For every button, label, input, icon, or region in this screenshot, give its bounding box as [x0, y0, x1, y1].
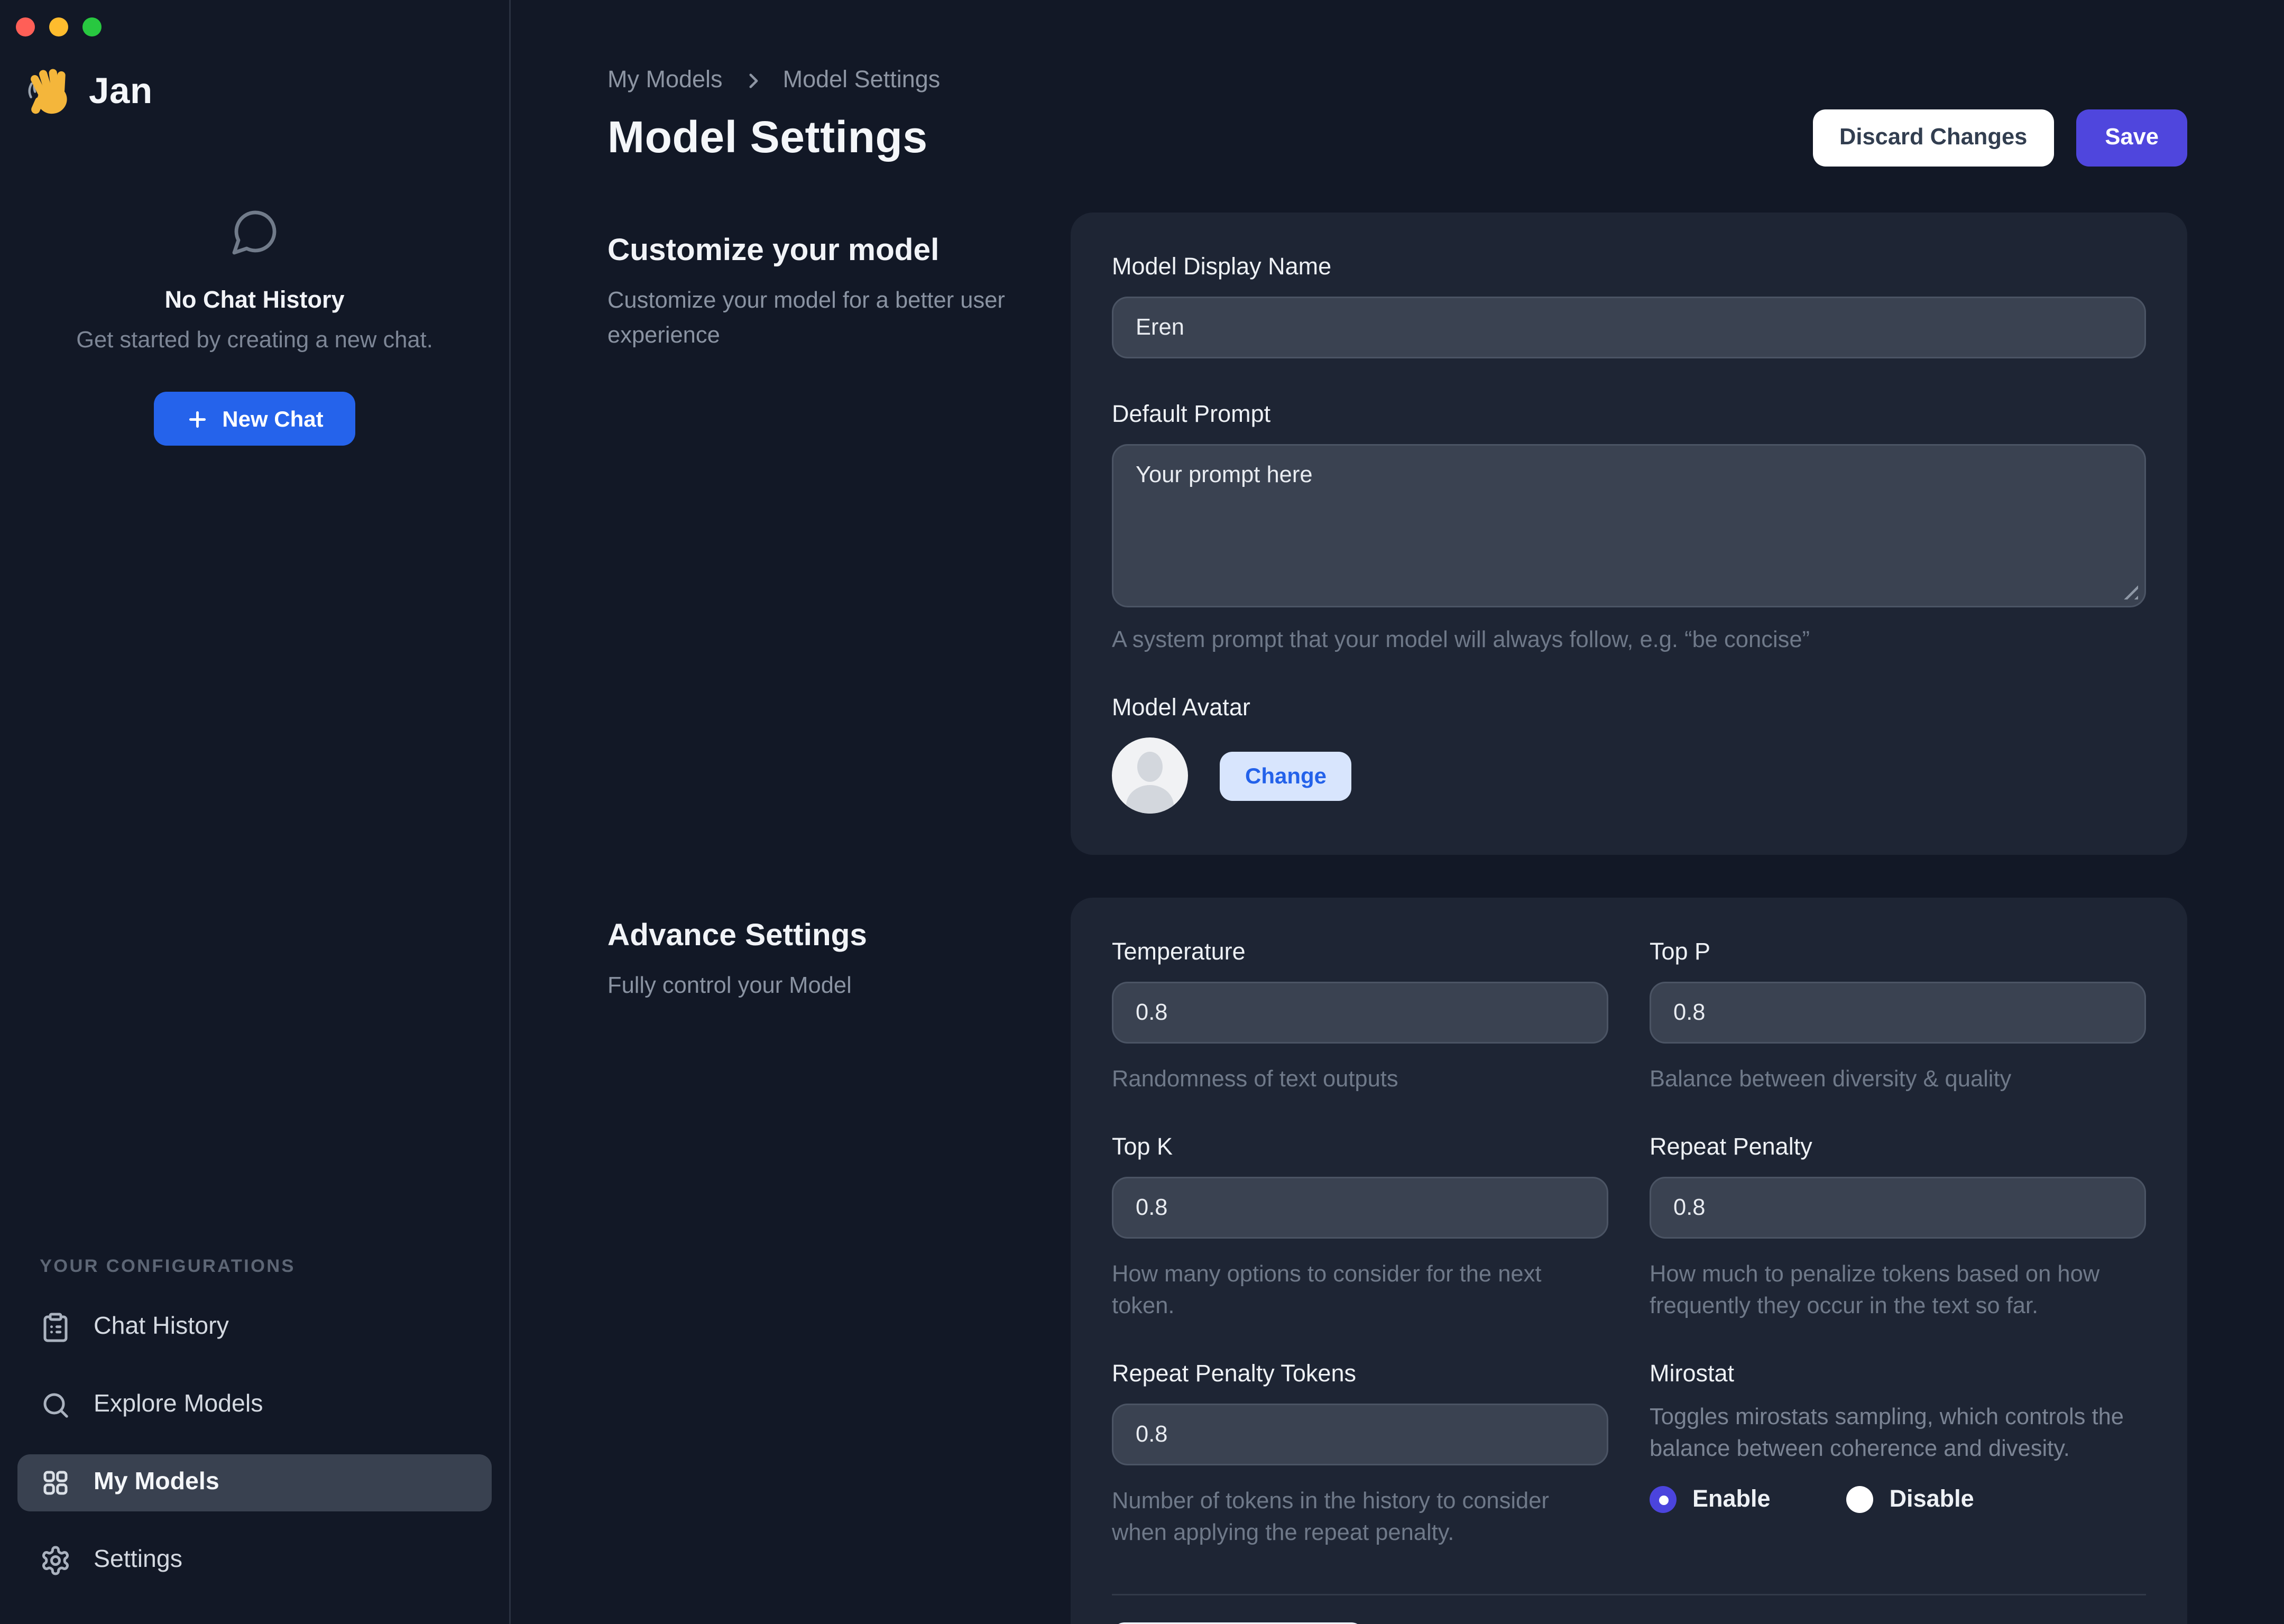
- card-divider: [1112, 1594, 2146, 1595]
- advance-section: Advance Settings Fully control your Mode…: [607, 898, 2187, 1624]
- repeat-penalty-label: Repeat Penalty: [1650, 1134, 1812, 1161]
- sidebar-item-label: Settings: [94, 1546, 183, 1573]
- configurations-section-label: YOUR CONFIGURATIONS: [40, 1258, 296, 1277]
- empty-state-title: No Chat History: [164, 287, 345, 314]
- main-content: My Models Model Settings Model Settings …: [511, 0, 2284, 1624]
- breadcrumb-model-settings: Model Settings: [782, 67, 941, 94]
- breadcrumb-my-models[interactable]: My Models: [607, 67, 723, 94]
- header-actions: Discard Changes Save: [1812, 109, 2187, 167]
- waving-hand-icon: [22, 63, 76, 117]
- chat-empty-state: No Chat History Get started by creating …: [0, 206, 509, 446]
- top-p-input[interactable]: [1650, 982, 2146, 1044]
- sidebar-item-my-models[interactable]: My Models: [17, 1454, 492, 1511]
- change-avatar-button[interactable]: Change: [1220, 751, 1352, 800]
- top-p-label: Top P: [1650, 939, 1711, 966]
- save-button[interactable]: Save: [2076, 109, 2187, 167]
- search-icon: [40, 1389, 71, 1421]
- temperature-helper: Randomness of text outputs: [1112, 1067, 1398, 1093]
- top-k-input[interactable]: [1112, 1177, 1608, 1239]
- discard-changes-button[interactable]: Discard Changes: [1812, 109, 2055, 167]
- radio-unselected-icon[interactable]: [1846, 1486, 1874, 1513]
- new-chat-button[interactable]: New Chat: [154, 392, 355, 446]
- top-k-field: Top K How many options to consider for t…: [1112, 1134, 1608, 1323]
- window-controls: [16, 17, 102, 36]
- default-prompt-textarea[interactable]: Your prompt here: [1112, 444, 2146, 607]
- sidebar-config-section: YOUR CONFIGURATIONS Chat History: [0, 1258, 509, 1589]
- sidebar-item-explore-models[interactable]: Explore Models: [17, 1377, 492, 1434]
- sidebar-item-label: My Models: [94, 1469, 219, 1496]
- top-k-label: Top K: [1112, 1134, 1173, 1161]
- new-chat-label: New Chat: [222, 406, 324, 431]
- repeat-penalty-tokens-helper: Number of tokens in the history to consi…: [1112, 1489, 1549, 1546]
- advance-card: Temperature Randomness of text outputs T…: [1071, 898, 2187, 1624]
- gear-icon: [40, 1545, 71, 1576]
- mirostat-disable-option[interactable]: Disable: [1846, 1486, 1974, 1513]
- customize-section: Customize your model Customize your mode…: [607, 213, 2187, 855]
- sidebar: Jan No Chat History Get started by creat…: [0, 0, 511, 1624]
- zoom-button[interactable]: [82, 17, 102, 36]
- repeat-penalty-helper: How much to penalize tokens based on how…: [1650, 1262, 2100, 1320]
- chevron-right-icon: [742, 69, 764, 91]
- radio-selected-icon[interactable]: [1650, 1486, 1677, 1513]
- empty-state-subtitle: Get started by creating a new chat.: [76, 328, 433, 354]
- chat-bubble-icon: [229, 206, 280, 257]
- model-display-name-label: Model Display Name: [1112, 254, 1332, 281]
- sidebar-item-settings[interactable]: Settings: [17, 1532, 492, 1589]
- model-display-name-input[interactable]: [1112, 297, 2146, 358]
- grid-icon: [40, 1467, 71, 1499]
- page-title: Model Settings: [607, 113, 928, 162]
- app-logo-text: Jan: [89, 69, 153, 110]
- reset-to-default-button[interactable]: Reset to Default: [1112, 1622, 1364, 1624]
- enable-label: Enable: [1692, 1486, 1771, 1513]
- advance-heading: Advance Settings: [607, 918, 867, 953]
- repeat-penalty-tokens-label: Repeat Penalty Tokens: [1112, 1361, 1356, 1388]
- mirostat-label: Mirostat: [1650, 1361, 1735, 1388]
- default-prompt-label: Default Prompt: [1112, 401, 1271, 428]
- top-p-helper: Balance between diversity & quality: [1650, 1067, 2012, 1093]
- disable-label: Disable: [1889, 1486, 1974, 1513]
- repeat-penalty-field: Repeat Penalty How much to penalize toke…: [1650, 1134, 2146, 1323]
- repeat-penalty-tokens-field: Repeat Penalty Tokens Number of tokens i…: [1112, 1361, 1608, 1549]
- temperature-input[interactable]: [1112, 982, 1608, 1044]
- customize-card: Model Display Name Default Prompt Your p…: [1071, 213, 2187, 855]
- temperature-field: Temperature Randomness of text outputs: [1112, 939, 1608, 1096]
- model-avatar-label: Model Avatar: [1112, 695, 1250, 722]
- close-button[interactable]: [16, 17, 35, 36]
- app-logo: Jan: [22, 63, 153, 117]
- top-k-helper: How many options to consider for the nex…: [1112, 1262, 1542, 1320]
- mirostat-enable-option[interactable]: Enable: [1650, 1486, 1771, 1513]
- sidebar-item-chat-history[interactable]: Chat History: [17, 1299, 492, 1356]
- customize-description: Customize your model for a better user e…: [607, 289, 1005, 348]
- mirostat-field: Mirostat Toggles mirostats sampling, whi…: [1650, 1361, 2146, 1549]
- top-p-field: Top P Balance between diversity & qualit…: [1650, 939, 2146, 1096]
- repeat-penalty-input[interactable]: [1650, 1177, 2146, 1239]
- default-prompt-helper: A system prompt that your model will alw…: [1112, 628, 1810, 653]
- advance-section-info: Advance Settings Fully control your Mode…: [607, 898, 1071, 1624]
- plus-icon: [186, 407, 209, 431]
- repeat-penalty-tokens-input[interactable]: [1112, 1404, 1608, 1465]
- breadcrumb: My Models Model Settings: [607, 67, 2187, 94]
- mirostat-helper: Toggles mirostats sampling, which contro…: [1650, 1405, 2124, 1462]
- model-avatar-image: [1112, 737, 1188, 814]
- customize-section-info: Customize your model Customize your mode…: [607, 213, 1071, 855]
- minimize-button[interactable]: [49, 17, 68, 36]
- customize-heading: Customize your model: [607, 233, 940, 268]
- temperature-label: Temperature: [1112, 939, 1246, 966]
- sidebar-item-label: Explore Models: [94, 1391, 263, 1418]
- mirostat-radio-group: Enable Disable: [1650, 1486, 2146, 1513]
- sidebar-item-label: Chat History: [94, 1313, 229, 1340]
- clipboard-icon: [40, 1312, 71, 1343]
- advance-description: Fully control your Model: [607, 974, 852, 999]
